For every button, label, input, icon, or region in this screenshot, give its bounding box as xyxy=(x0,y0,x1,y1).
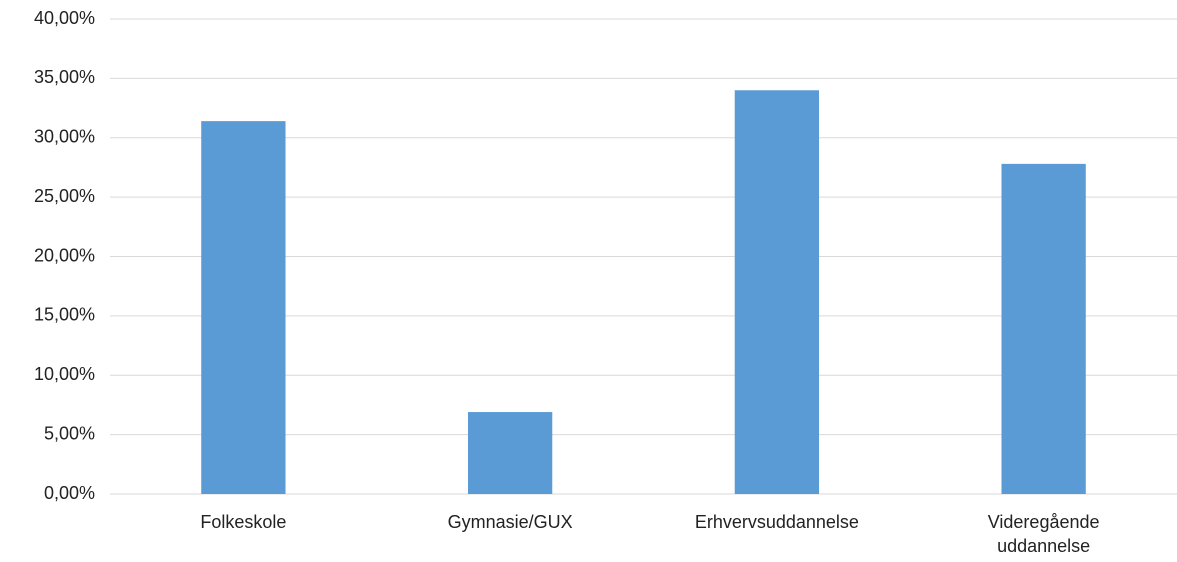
bar xyxy=(1001,163,1086,494)
x-tick-label: Erhvervsuddannelse xyxy=(694,512,859,532)
bar xyxy=(201,121,286,494)
y-tick-label: 30,00% xyxy=(34,127,95,147)
y-tick-label: 10,00% xyxy=(34,364,95,384)
x-tick-label: Folkeskole xyxy=(200,512,287,532)
y-tick-label: 35,00% xyxy=(34,67,95,87)
x-tick-label: Gymnasie/GUX xyxy=(447,512,573,532)
y-tick-label: 25,00% xyxy=(34,186,95,206)
bar xyxy=(734,90,820,494)
y-tick-label: 5,00% xyxy=(44,423,95,443)
y-tick-label: 40,00% xyxy=(34,8,95,28)
x-tick-label: Videregående uddannelse xyxy=(987,512,1100,556)
y-tick-label: 0,00% xyxy=(44,483,95,503)
y-tick-label: 20,00% xyxy=(34,245,95,265)
y-tick-label: 15,00% xyxy=(34,305,95,325)
bar xyxy=(467,412,553,494)
